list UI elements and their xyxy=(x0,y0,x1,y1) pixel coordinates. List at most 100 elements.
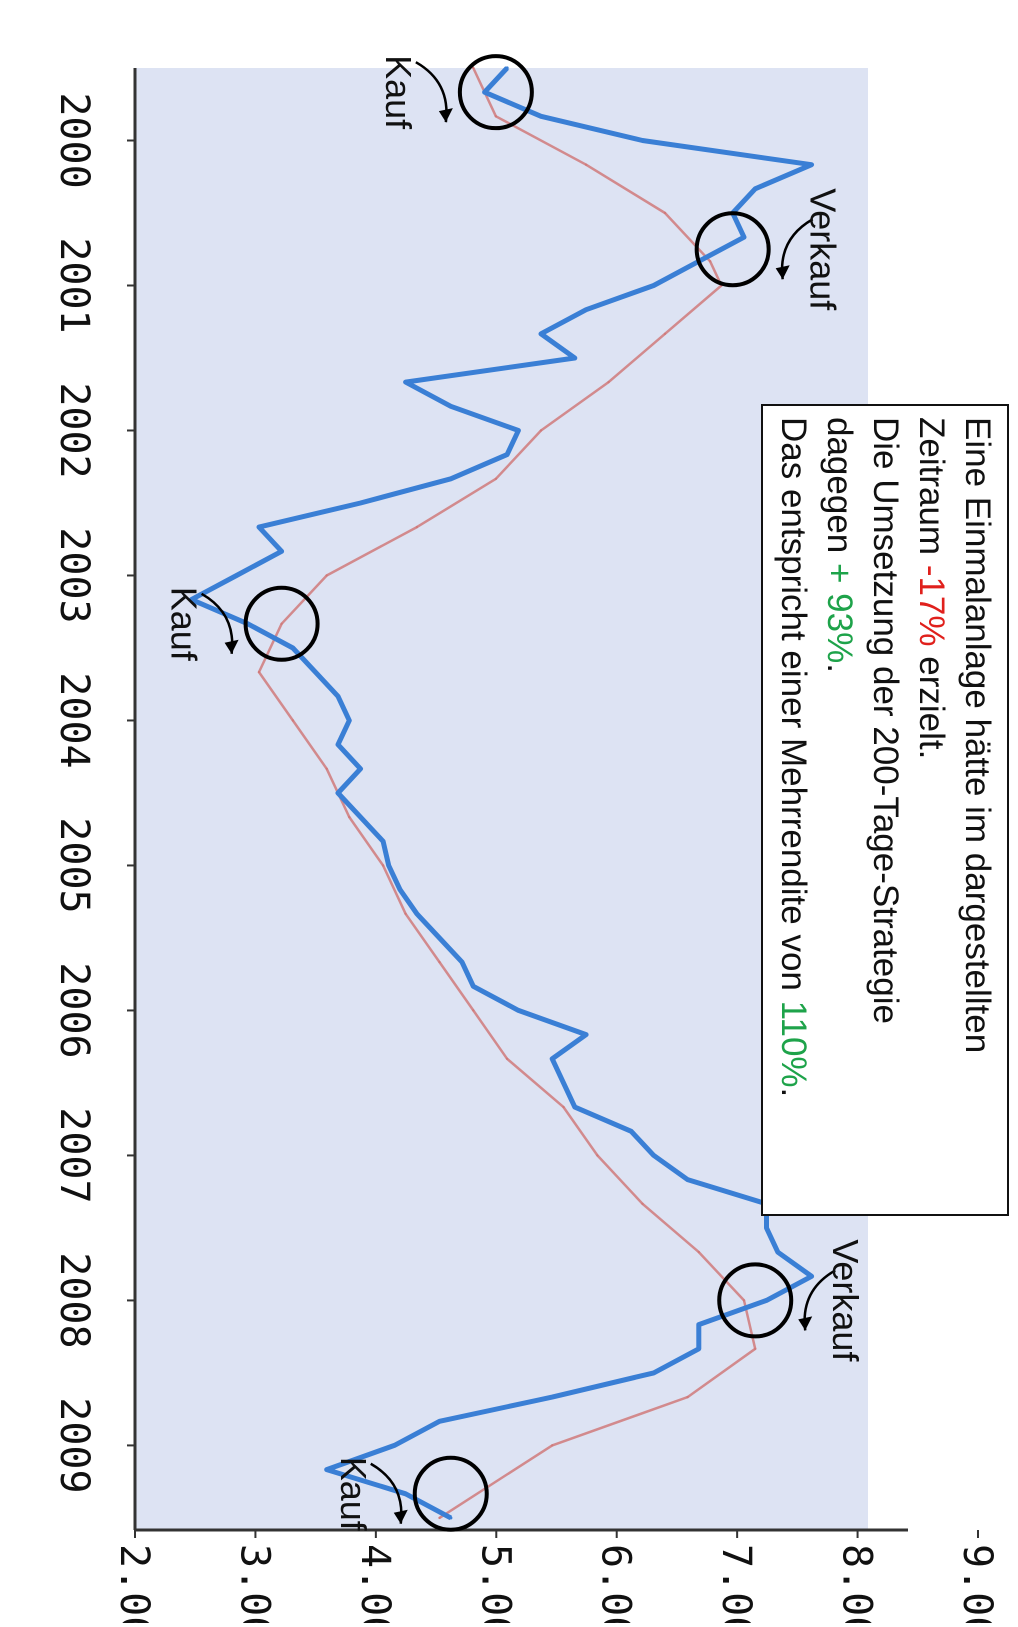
price-point xyxy=(279,549,284,553)
y-tick-label: 6.000 xyxy=(593,1544,639,1623)
y-tick-label: 4.000 xyxy=(352,1544,398,1623)
rotated-chart-group: 2000 2001 2002 2003 2004 2005 2006 2007 2008 2009… xyxy=(51,54,1009,1627)
average-point xyxy=(663,211,667,215)
average-point xyxy=(472,66,475,70)
price-point xyxy=(550,1395,554,1399)
signal-label: Kauf xyxy=(164,587,205,662)
x-tick-label: 2000 xyxy=(51,92,97,188)
average-point xyxy=(551,1444,554,1447)
price-point xyxy=(257,525,261,529)
average-point xyxy=(280,622,283,625)
annotation-line: dagegen + 93%. xyxy=(820,417,859,673)
signal-label: Kauf xyxy=(378,55,419,130)
price-point xyxy=(652,283,656,288)
price-point xyxy=(539,332,543,336)
price-point xyxy=(573,356,577,360)
price-point xyxy=(449,1516,453,1520)
average-point xyxy=(663,332,667,335)
arrowhead-icon xyxy=(438,108,453,123)
average-point xyxy=(325,574,328,577)
annotation-line: Zeitraum -17% erzielt. xyxy=(912,417,951,759)
annotation-frame xyxy=(761,404,1009,1216)
price-point xyxy=(403,1492,408,1496)
price-point xyxy=(686,1178,690,1182)
annotation-segment: Die Umsetzung der 200-Tage-Strategie xyxy=(866,417,905,1024)
price-point xyxy=(234,573,239,578)
annotation-line: Die Umsetzung der 200-Tage-Strategie xyxy=(866,417,905,1024)
x-tick-label: 2007 xyxy=(51,1107,97,1203)
average-point xyxy=(641,1202,644,1206)
price-point xyxy=(516,428,520,433)
annotation-segment: dagegen xyxy=(820,417,859,563)
price-point xyxy=(437,936,442,940)
signal-label: Verkauf xyxy=(803,188,844,311)
price-point xyxy=(539,114,543,118)
price-point xyxy=(776,1250,780,1254)
signal-layer: Kauf Verkauf Kauf Verkauf Kauf xyxy=(164,54,866,1532)
annotation-segment: Das entspricht einer Mehrrendite von xyxy=(774,417,813,1001)
price-point xyxy=(764,1226,769,1230)
average-point xyxy=(742,1299,746,1302)
plot-area xyxy=(135,68,868,1530)
average-point xyxy=(686,1395,689,1399)
price-point xyxy=(358,815,363,819)
average-point xyxy=(438,1516,441,1520)
signal-label: Verkauf xyxy=(825,1239,866,1362)
average-point xyxy=(584,163,588,166)
price-point xyxy=(449,404,453,408)
average-point xyxy=(562,1105,565,1109)
average-point xyxy=(291,719,295,722)
x-tick-label: 2008 xyxy=(51,1252,97,1348)
price-point xyxy=(652,1371,656,1375)
price-point xyxy=(415,912,419,916)
annotation-segment: 110% xyxy=(774,1001,813,1088)
y-tick-label: 9.000 xyxy=(954,1544,1000,1623)
price-point xyxy=(392,1443,396,1448)
x-tick-label: 2001 xyxy=(51,237,97,333)
signal-label: Kauf xyxy=(333,1457,374,1532)
arrowhead-icon xyxy=(393,1509,408,1524)
average-point xyxy=(415,525,419,529)
price-point xyxy=(550,1057,554,1061)
y-tick-label: 8.000 xyxy=(834,1544,880,1623)
average-point xyxy=(539,429,543,432)
price-point xyxy=(516,1008,520,1013)
average-point xyxy=(472,1009,475,1012)
average-point xyxy=(438,960,441,964)
price-point xyxy=(449,477,453,481)
price-point xyxy=(640,138,645,143)
price-point xyxy=(505,453,509,457)
y-tick-label: 7.000 xyxy=(713,1544,759,1623)
annotation-segment: + 93% xyxy=(820,563,859,663)
price-point xyxy=(313,670,317,674)
arrowhead-icon xyxy=(798,1316,813,1331)
price-point xyxy=(505,66,509,70)
price-point xyxy=(573,1105,577,1109)
signal-circle xyxy=(717,1262,794,1339)
average-point xyxy=(494,477,498,480)
x-tick-label: 2009 xyxy=(51,1397,97,1493)
y-tick-label: 2.000 xyxy=(111,1544,157,1623)
price-point xyxy=(347,718,351,723)
average-point xyxy=(596,1154,599,1157)
average-point xyxy=(505,1057,509,1061)
price-point xyxy=(336,743,340,747)
average-point xyxy=(754,1347,757,1351)
price-point xyxy=(584,308,588,312)
average-point xyxy=(607,380,610,384)
price-point xyxy=(325,1468,329,1472)
price-point xyxy=(584,1033,588,1037)
average-point xyxy=(708,260,712,263)
annotation-segment: . xyxy=(820,663,859,673)
price-point xyxy=(358,501,363,505)
price-point xyxy=(810,163,814,167)
axis-layer: 2000 2001 2002 2003 2004 2005 2006 2007 2008 2009… xyxy=(51,68,1000,1627)
price-point xyxy=(652,1153,656,1158)
price-point xyxy=(810,1274,814,1278)
signal-circle xyxy=(457,54,534,131)
signal-circle xyxy=(243,585,320,662)
price-point xyxy=(336,791,340,795)
price-point xyxy=(387,863,391,868)
average-point xyxy=(348,815,351,819)
